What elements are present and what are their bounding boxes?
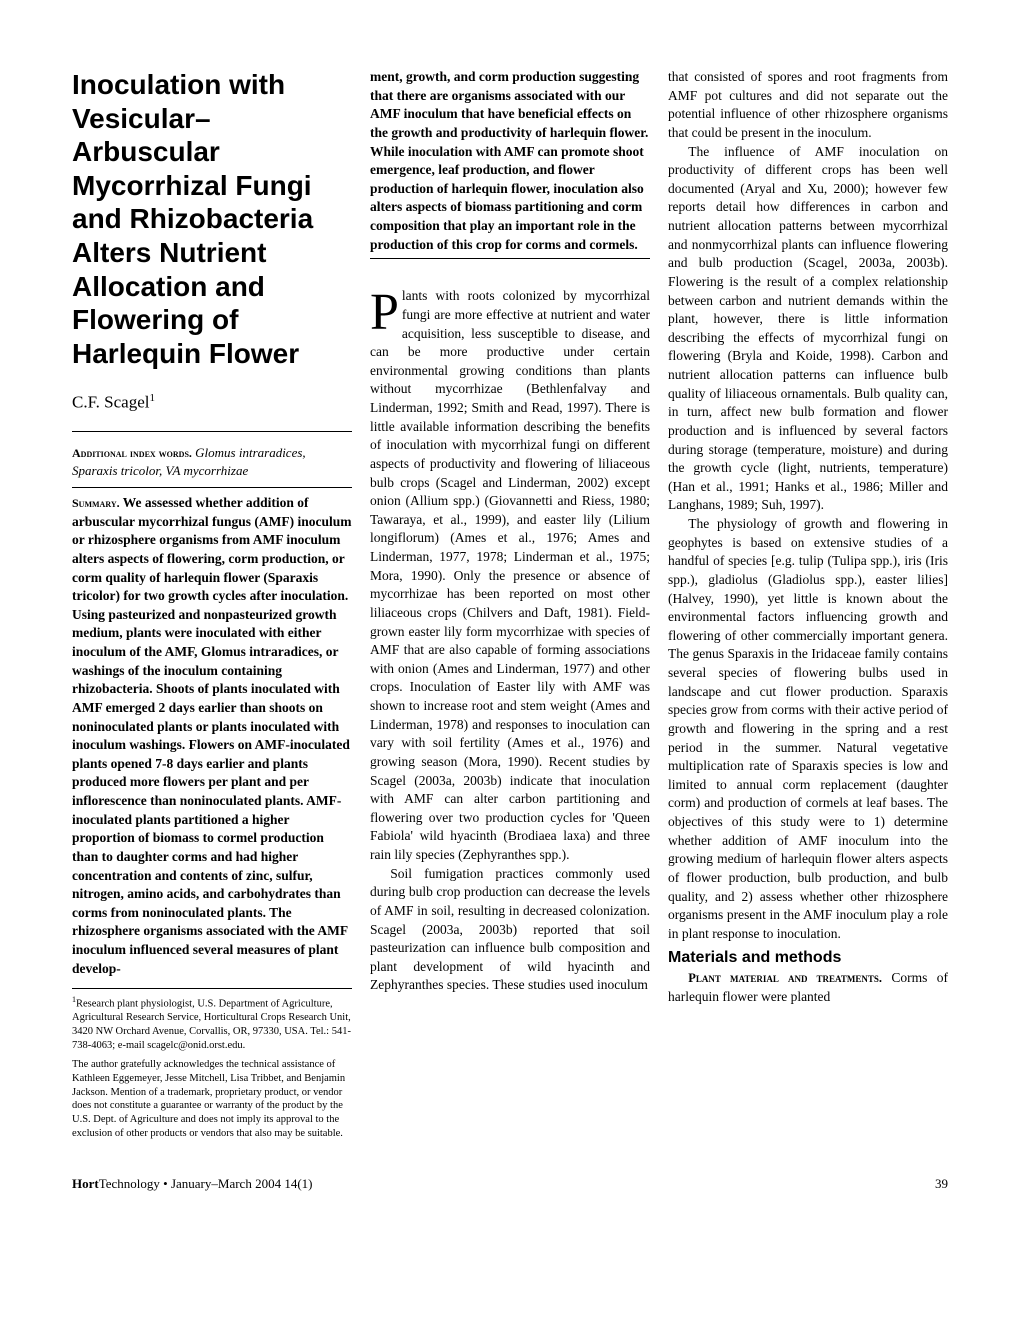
- page-columns: Inoculation with Vesicular–Arbuscular My…: [72, 68, 948, 1146]
- journal-post: Technology: [99, 1176, 160, 1191]
- journal-pre: Hort: [72, 1176, 99, 1191]
- col3-para-1: that consisted of spores and root fragme…: [668, 68, 948, 143]
- column-2: ment, growth, and corm production sugges…: [370, 68, 650, 1146]
- footnote-1-text: Research plant physiologist, U.S. Depart…: [72, 999, 351, 1051]
- rule-after-abstract: [370, 258, 650, 259]
- body-para-1: Plants with roots colonized by mycorrhiz…: [370, 287, 650, 864]
- author-name: C.F. Scagel: [72, 393, 150, 412]
- col3-para-2: The influence of AMF inoculation on prod…: [668, 143, 948, 516]
- footer-journal: HortTechnology • January–March 2004 14(1…: [72, 1176, 312, 1192]
- summary-block: Summary. We assessed whether addition of…: [72, 494, 352, 978]
- page-number: 39: [935, 1176, 948, 1192]
- heading-materials-methods: Materials and methods: [668, 949, 948, 967]
- mm-runin: Plant material and treatments.: [688, 971, 882, 985]
- footer-issue: • January–March 2004 14(1): [160, 1176, 313, 1191]
- abstract-continuation: ment, growth, and corm production sugges…: [370, 68, 650, 254]
- column-1: Inoculation with Vesicular–Arbuscular My…: [72, 68, 352, 1146]
- dropcap: P: [370, 287, 402, 335]
- rule-top: [72, 431, 352, 432]
- mm-para: Plant material and treatments. Corms of …: [668, 969, 948, 1006]
- footnote-2: The author gratefully acknowledges the t…: [72, 1058, 352, 1140]
- rule-after-index: [72, 487, 352, 488]
- col3-para-3: The physiology of growth and flowering i…: [668, 515, 948, 943]
- page-footer: HortTechnology • January–March 2004 14(1…: [72, 1176, 948, 1192]
- index-words: Additional index words. Glomus intraradi…: [72, 444, 352, 479]
- body-para-1-text: lants with roots colonized by mycorrhiza…: [370, 288, 650, 862]
- spacer: [370, 265, 650, 287]
- summary-lead: Summary.: [72, 496, 120, 510]
- footnote-1: 1Research plant physiologist, U.S. Depar…: [72, 995, 352, 1052]
- footnote-separator: [72, 988, 352, 989]
- author-line: C.F. Scagel1: [72, 392, 352, 413]
- summary-body: We assessed whether addition of arbuscul…: [72, 495, 352, 976]
- body-para-2: Soil fumigation practices commonly used …: [370, 865, 650, 995]
- author-sup: 1: [150, 392, 156, 404]
- column-3: that consisted of spores and root fragme…: [668, 68, 948, 1146]
- index-words-lead: Additional index words.: [72, 446, 192, 460]
- article-title: Inoculation with Vesicular–Arbuscular My…: [72, 68, 352, 370]
